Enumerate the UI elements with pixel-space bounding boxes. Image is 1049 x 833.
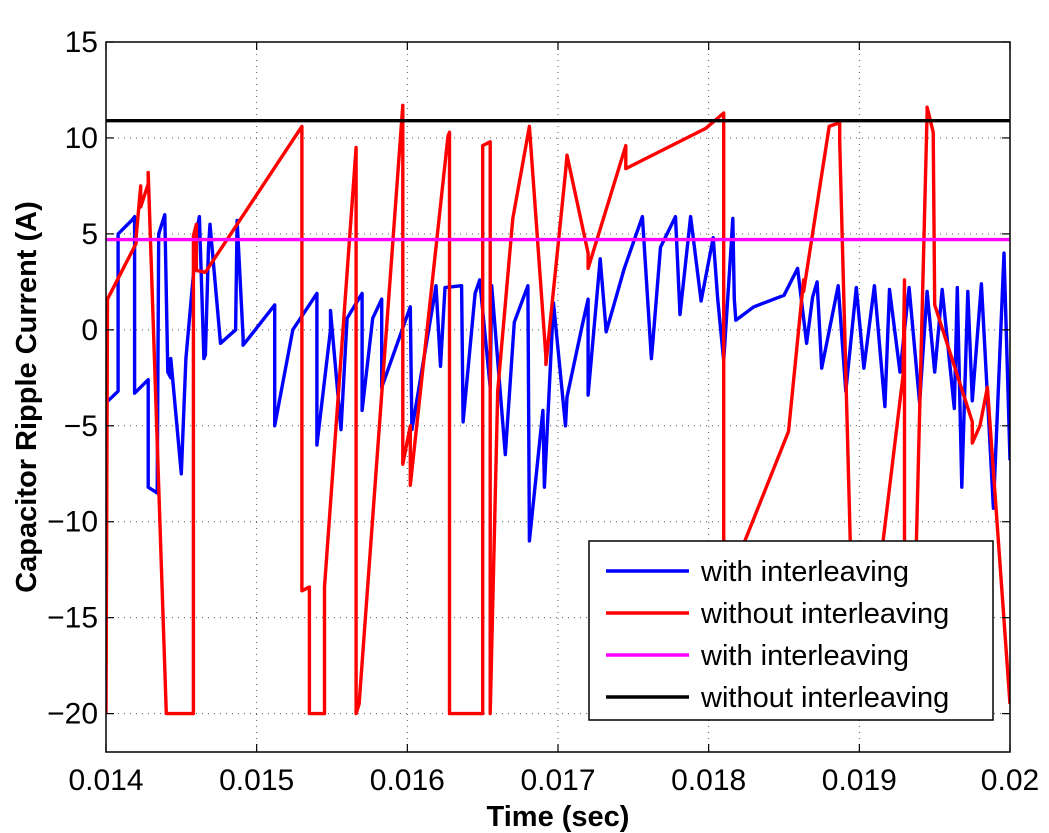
legend-entry-2: without interleaving — [700, 598, 949, 630]
legend-entry-3: with interleaving — [700, 640, 909, 672]
x-tick-label: 0.015 — [219, 764, 294, 797]
y-tick-label: 0 — [81, 314, 98, 347]
x-axis-label: Time (sec) — [487, 801, 630, 833]
y-tick-label: −5 — [64, 410, 98, 443]
y-tick-label: −10 — [47, 506, 98, 539]
series-line-2 — [106, 103, 1010, 716]
x-tick-label: 0.017 — [520, 764, 595, 797]
y-tick-label: 10 — [65, 122, 98, 155]
y-tick-label: −20 — [47, 698, 98, 731]
legend-entry-4: without interleaving — [700, 682, 949, 714]
x-tick-label: 0.02 — [981, 764, 1039, 797]
x-tick-label: 0.018 — [671, 764, 746, 797]
y-axis-label: Capacitor Ripple Current (A) — [11, 201, 43, 593]
y-tick-label: 5 — [81, 218, 98, 251]
x-tick-label: 0.016 — [370, 764, 445, 797]
x-tick-label: 0.019 — [822, 764, 897, 797]
x-tick-label: 0.014 — [68, 764, 143, 797]
legend: with interleaving without interleaving wit… — [588, 540, 994, 721]
legend-entry-1: with interleaving — [700, 556, 909, 588]
y-tick-label: −15 — [47, 602, 98, 635]
series-line-1 — [106, 212, 1010, 543]
y-tick-label: 15 — [65, 26, 98, 59]
